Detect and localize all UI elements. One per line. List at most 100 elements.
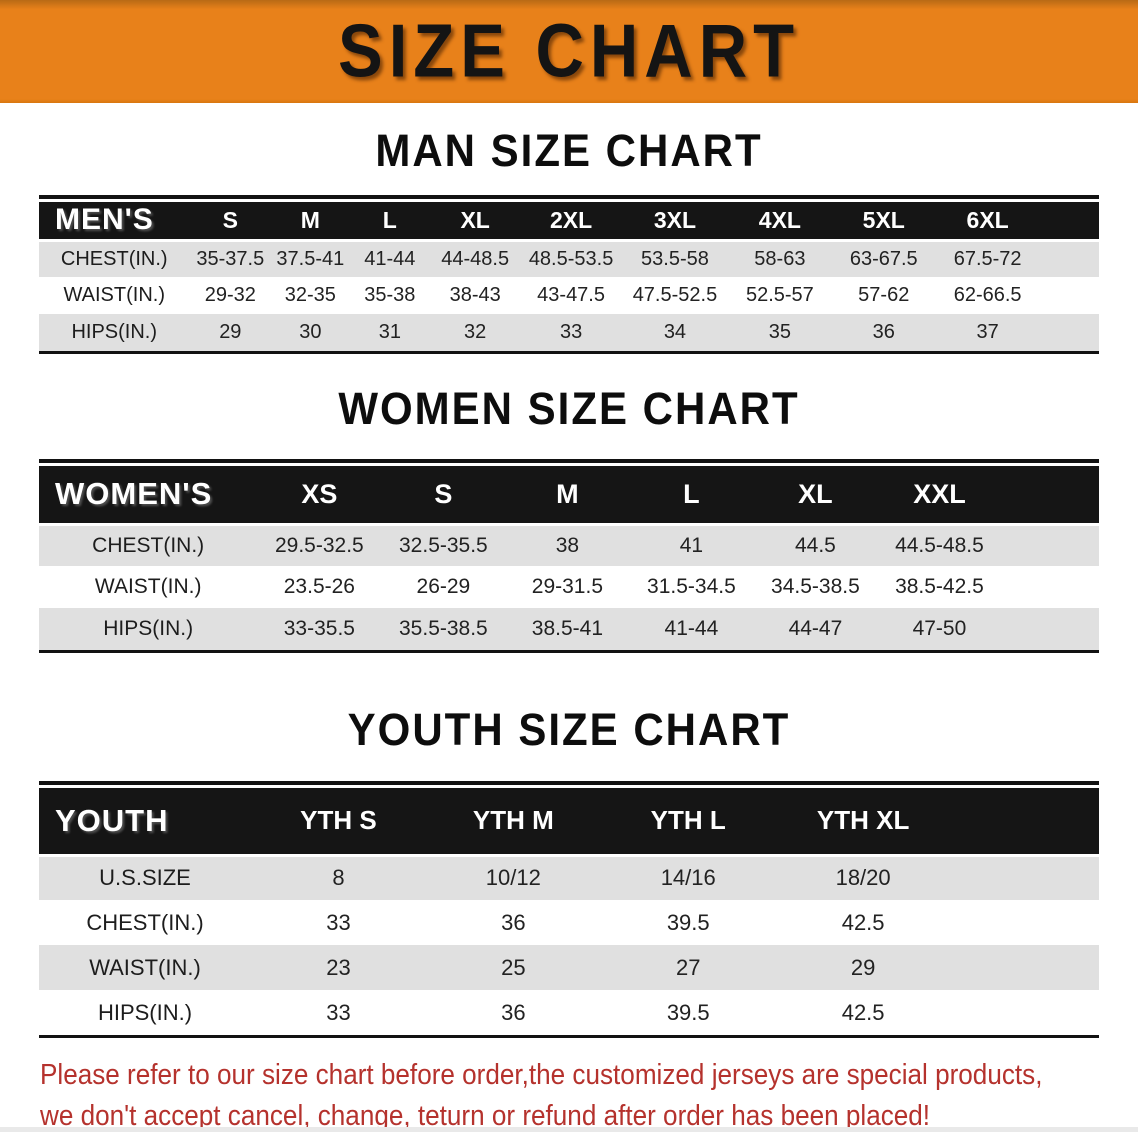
filler-cell [951,990,1099,1035]
size-value: 36 [872,321,895,343]
size-value: 43-47.5 [537,284,605,306]
size-value: 29 [850,954,876,980]
size-value: 14/16 [660,865,716,891]
size-value: 48.5-53.5 [528,247,614,270]
size-value: 34.5-38.5 [771,575,860,598]
size-value: 53.5-58 [641,247,709,270]
size-value: 32 [464,321,487,343]
size-value: 23 [326,954,351,980]
size-value: 33 [326,909,351,935]
filler-cell [1040,277,1099,314]
column-header: M [271,202,350,240]
size-value: 35 [768,321,791,343]
column-header: 2XL [520,202,622,240]
filler-cell [1040,314,1099,351]
table-row: CHEST(IN.) 35-37.5 37.5-41 41-44 44-48.5 48.5… [39,240,1099,277]
size-value: 63-67.5 [849,247,918,270]
filler-cell [1039,202,1099,240]
size-chart-section-youth: YOUTH SIZE CHART YOUTH YTH S YTH M YTH L YTH … [0,704,1138,1038]
size-value: 31 [378,321,401,343]
filler-cell [1001,524,1099,566]
header-row: MEN'S S M L XL 2XL 3XL 4XL 5XL 6XL [39,202,1099,240]
row-label: CHEST(IN.) [86,909,204,935]
column-header: 4XL [727,202,832,240]
table-corner-label: YOUTH [39,788,251,855]
size-value: 44-48.5 [441,247,510,270]
column-header: 3XL [621,202,728,240]
size-value: 47.5-52.5 [632,284,718,306]
size-value: 27 [675,954,701,980]
size-value: 62-66.5 [953,284,1022,306]
size-table: MEN'S S M L XL 2XL 3XL 4XL 5XL 6XL CHEST(IN.) 35-37… [39,202,1099,351]
size-value: 39.5 [666,909,710,935]
row-label: WAIST(IN.) [89,954,201,980]
table-row: CHEST(IN.) 33 36 39.5 42.5 [39,900,1099,945]
disclaimer-line2: we don't accept cancel, change, teturn o… [40,1100,931,1133]
bottom-edge [0,1127,1138,1132]
size-value: 31.5-34.5 [647,575,736,598]
filler-cell [951,945,1099,990]
filler-cell [1001,566,1099,608]
filler-cell [1001,608,1099,650]
size-table: WOMEN'S XS S M L XL XXL CHEST(IN.) 29.5-32.5 32.5… [39,466,1099,650]
column-header: XS [257,466,382,524]
column-header: S [189,202,272,240]
size-value: 8 [332,865,345,891]
size-value: 30 [299,321,322,343]
size-value: 38.5-42.5 [895,575,984,598]
table-row: HIPS(IN.) 33 36 39.5 42.5 [39,990,1099,1035]
size-value: 39.5 [666,999,710,1025]
table-row: WAIST(IN.) 23.5-26 26-29 29-31.5 31.5-34.5 34… [39,566,1099,608]
row-label: U.S.SIZE [99,865,191,891]
size-value: 29-32 [204,284,256,306]
row-label: HIPS(IN.) [103,617,194,640]
disclaimer-line1: Please refer to our size chart before or… [40,1059,1043,1091]
size-value: 52.5-57 [745,284,814,306]
banner-title: SIZE CHART [338,9,800,94]
size-value: 58-63 [754,247,806,270]
column-header: YTH XL [775,788,951,855]
banner: SIZE CHART [0,0,1138,103]
column-header: L [629,466,754,524]
size-value: 29.5-32.5 [274,533,364,557]
table-row: WAIST(IN.) 23 25 27 29 [39,945,1099,990]
size-value: 25 [501,954,526,980]
size-value: 35-38 [364,284,416,306]
size-value: 67.5-72 [953,247,1022,270]
section-title: WOMEN SIZE CHART [338,383,800,434]
header-row: YOUTH YTH S YTH M YTH L YTH XL [39,788,1099,855]
row-label: HIPS(IN.) [97,999,193,1025]
row-label: CHEST(IN.) [92,533,205,557]
size-value: 57-62 [858,284,910,306]
size-table-wrap: WOMEN'S XS S M L XL XXL CHEST(IN.) 29.5-32.5 32.5… [39,459,1099,653]
section-title: YOUTH SIZE CHART [347,704,791,755]
column-header: XL [753,466,878,524]
size-table: YOUTH YTH S YTH M YTH L YTH XL U.S.SIZE 8 10/12… [39,788,1099,1035]
table-row: HIPS(IN.) 33-35.5 35.5-38.5 38.5-41 41-44 44-… [39,608,1099,650]
table-corner-label: WOMEN'S [39,466,258,524]
row-label: WAIST(IN.) [94,575,202,598]
column-header: M [505,466,630,524]
size-value: 32.5-35.5 [399,533,488,557]
table-row: WAIST(IN.) 29-32 32-35 35-38 38-43 43-47.5 47.… [39,277,1099,314]
size-value: 23.5-26 [283,575,355,598]
size-value: 44.5 [794,533,836,557]
size-value: 41-44 [364,247,416,270]
size-value: 44.5-48.5 [895,533,984,557]
column-header: 5XL [831,202,936,240]
column-header: YTH S [251,788,426,855]
size-value: 38.5-41 [531,617,604,640]
filler-cell [1001,466,1099,524]
header-row: WOMEN'S XS S M L XL XXL [39,466,1099,524]
column-header: YTH M [425,788,601,855]
column-header: YTH L [600,788,776,855]
table-row: HIPS(IN.) 29 30 31 32 33 34 35 36 37 [39,314,1099,351]
size-value: 37.5-41 [276,247,345,270]
size-value: 36 [501,999,526,1025]
size-value: 10/12 [485,865,541,891]
size-value: 18/20 [835,865,891,891]
column-header: S [381,466,506,524]
filler-cell [951,900,1099,945]
size-value: 29 [219,321,242,343]
column-header: XXL [877,466,1002,524]
